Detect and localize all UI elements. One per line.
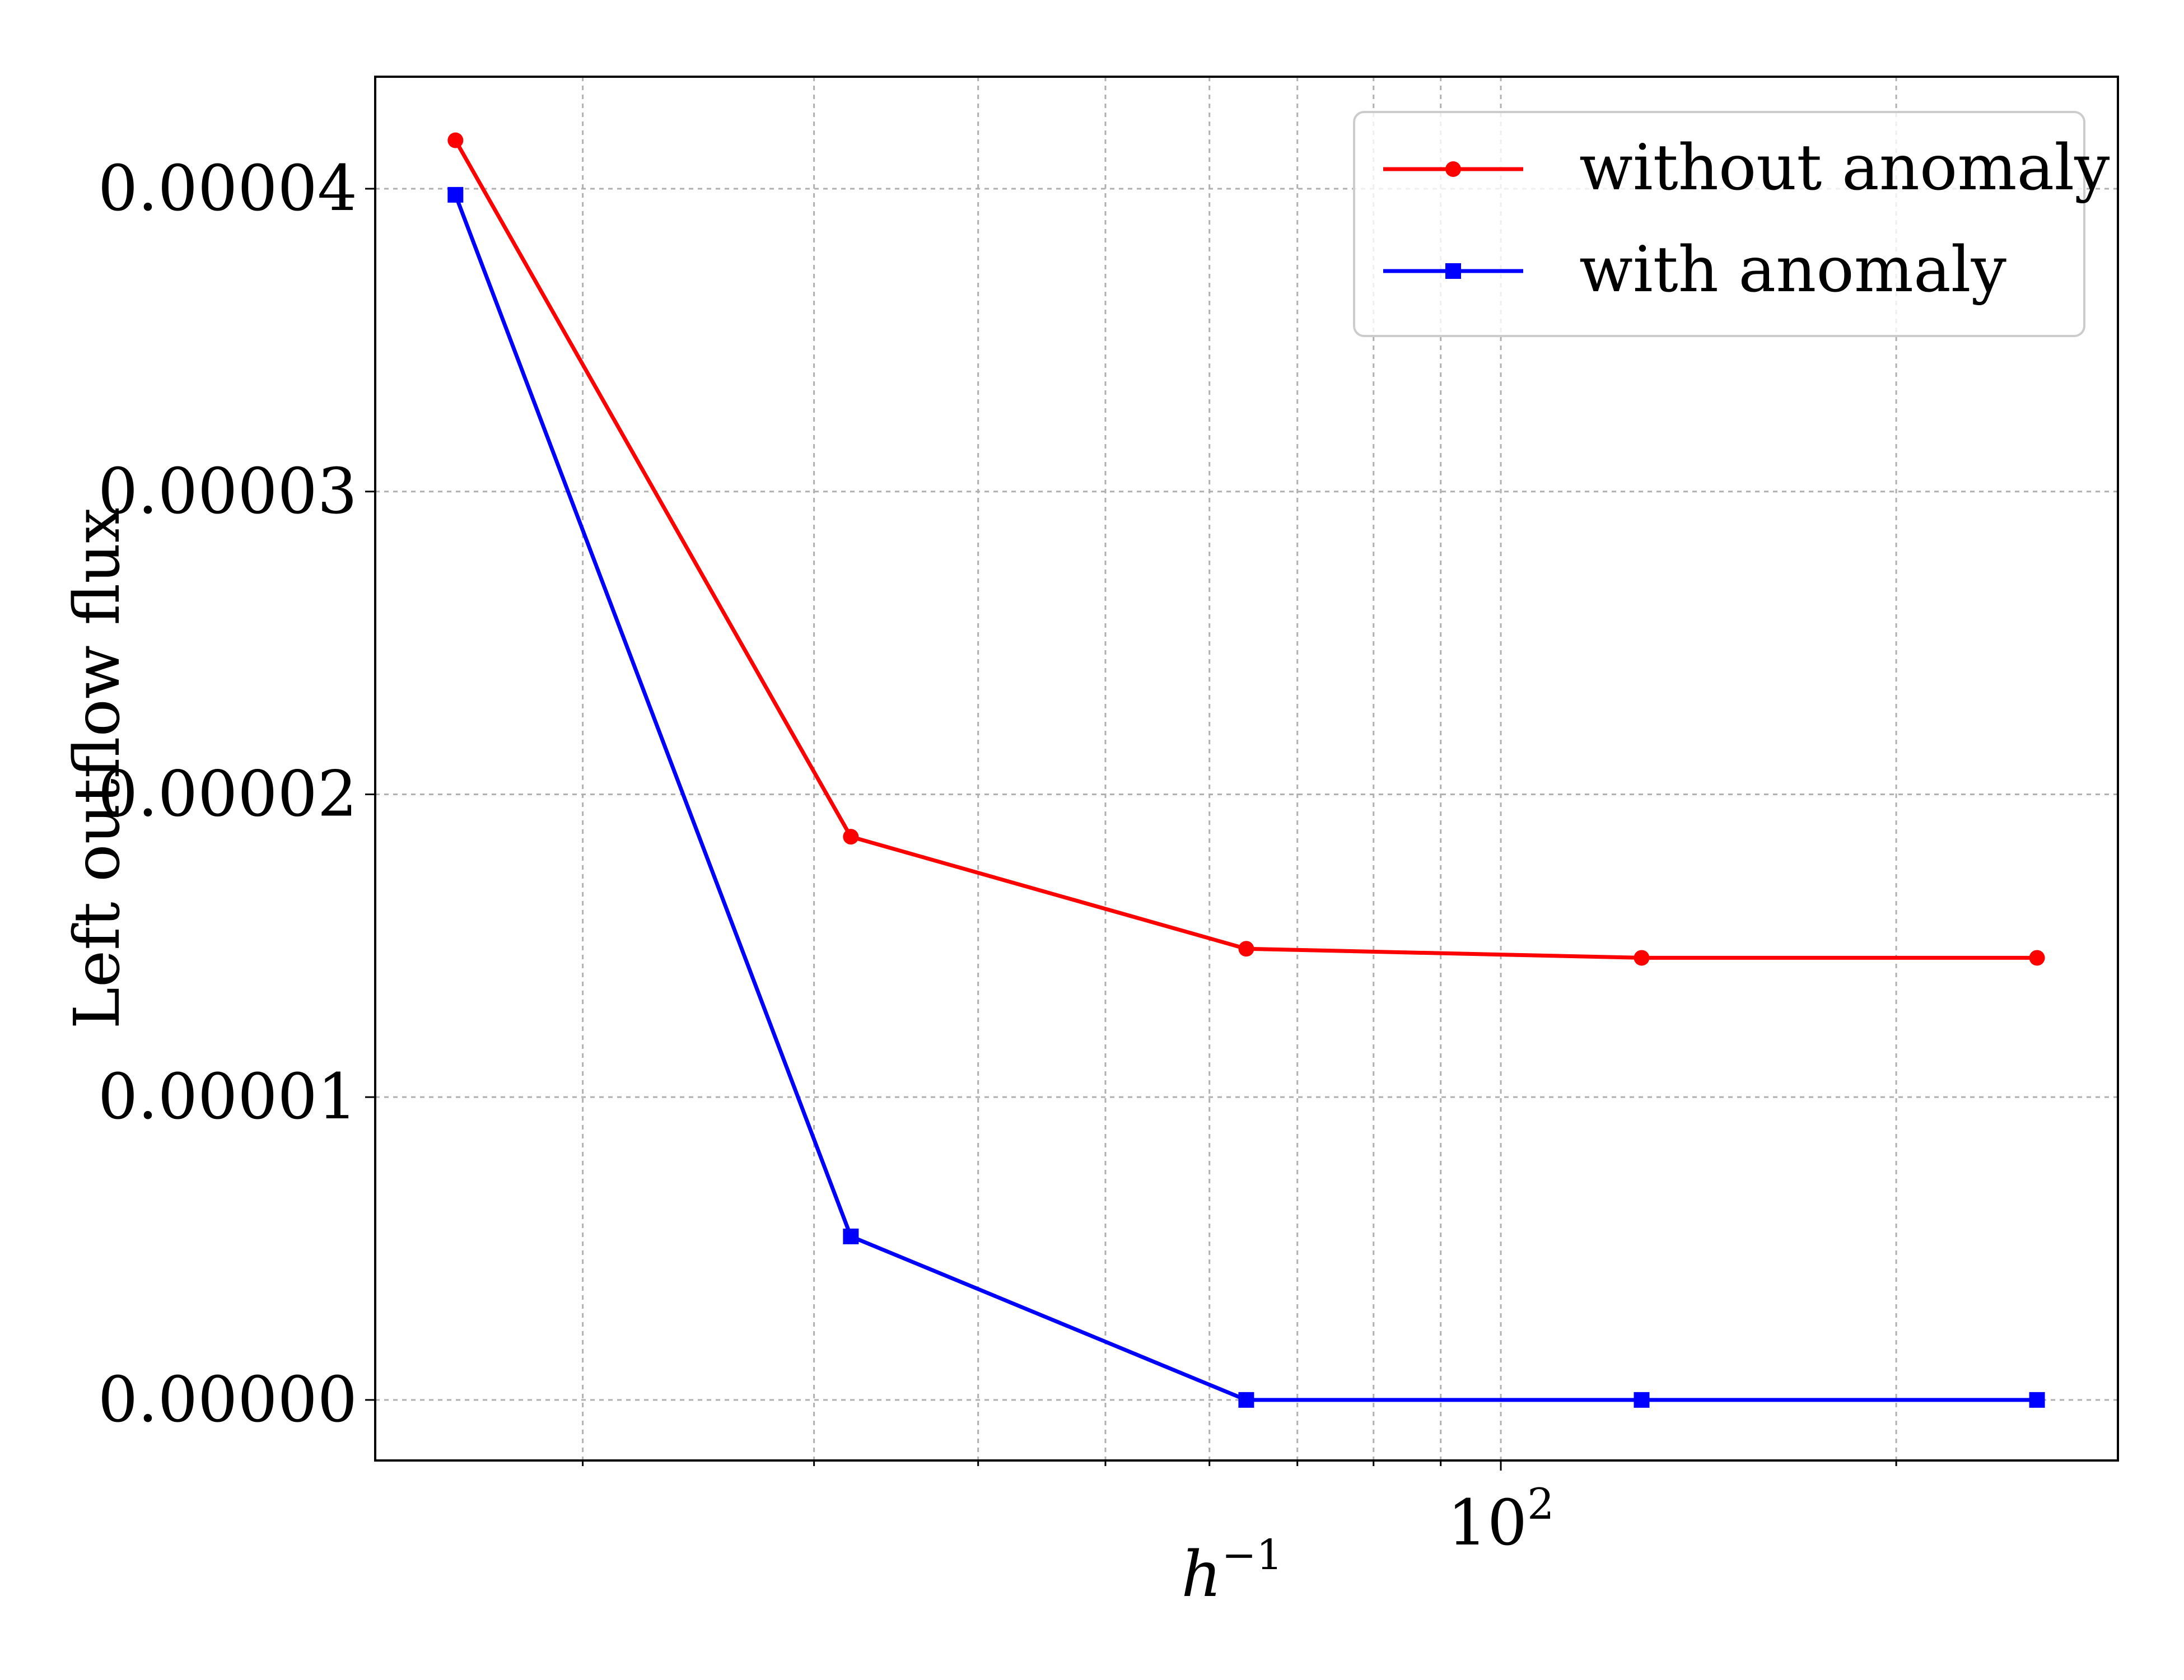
data-point-with-anomaly <box>1238 1392 1254 1408</box>
y-tick-label: 0.00000 <box>98 1364 357 1436</box>
legend-label-without-anomaly: without anomaly <box>1579 132 2110 204</box>
data-point-with-anomaly <box>1634 1392 1650 1408</box>
x-axis-label: h−1 <box>1181 1531 1282 1611</box>
y-tick-label: 0.00001 <box>98 1061 357 1133</box>
legend-marker-without-anomaly <box>1445 161 1461 177</box>
data-point-without-anomaly <box>1238 941 1254 957</box>
legend: without anomaly with anomaly <box>1353 111 2110 337</box>
data-point-with-anomaly <box>447 186 464 203</box>
data-point-without-anomaly <box>2029 950 2045 966</box>
y-tick-label: 0.00002 <box>98 758 357 830</box>
y-tick-label: 0.00003 <box>98 455 357 528</box>
series-layer <box>447 132 2045 1408</box>
data-point-without-anomaly <box>843 829 859 845</box>
y-tick-label: 0.00004 <box>98 152 357 225</box>
x-tick-label: 102 <box>1448 1479 1555 1560</box>
grid <box>375 77 2118 1460</box>
legend-label-with-anomaly: with anomaly <box>1579 234 2006 306</box>
legend-box <box>1353 111 2085 337</box>
series-line-with-anomaly <box>454 194 2037 1402</box>
data-point-with-anomaly <box>843 1228 859 1244</box>
data-point-without-anomaly <box>447 132 464 148</box>
ticks: 0.00000 0.00001 0.00002 0.00003 0.00004 102 <box>98 152 1897 1560</box>
y-axis-label: Left outflow flux <box>61 508 134 1029</box>
legend-marker-with-anomaly <box>1445 263 1461 279</box>
plot-frame <box>374 76 2119 1462</box>
data-point-without-anomaly <box>1634 950 1650 966</box>
data-point-with-anomaly <box>2029 1392 2045 1408</box>
